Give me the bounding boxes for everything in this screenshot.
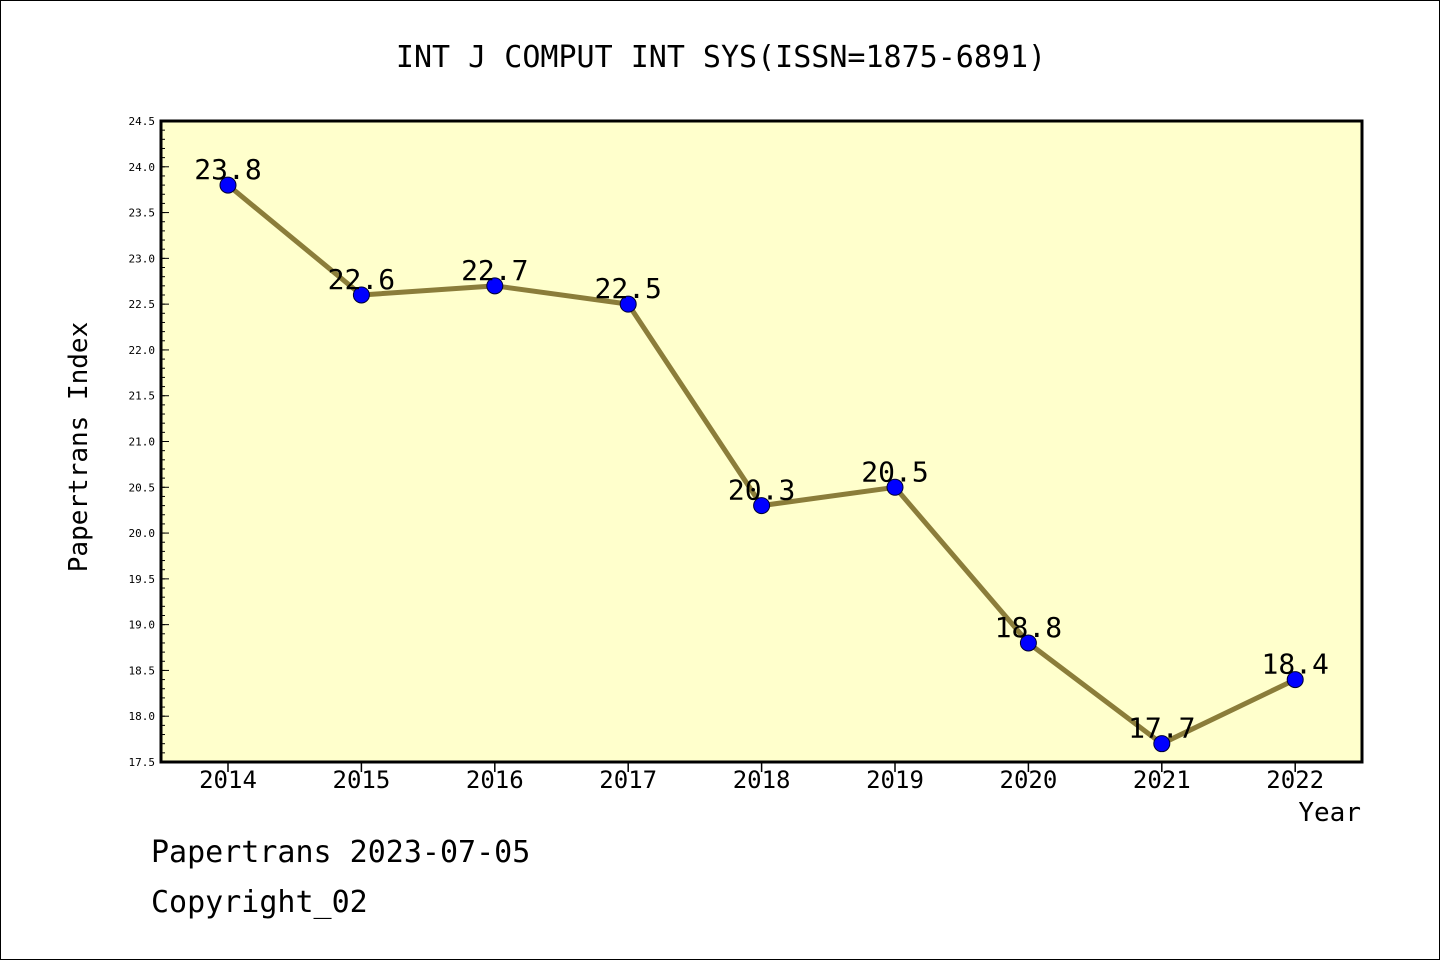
y-tick-label: 20.5 [129, 481, 156, 494]
x-tick-label: 2022 [1266, 766, 1324, 794]
data-label: 23.8 [194, 153, 261, 186]
chart-title: INT J COMPUT INT SYS(ISSN=1875-6891) [396, 40, 1046, 75]
x-tick-label: 2014 [199, 766, 257, 794]
y-tick-label: 19.5 [129, 573, 156, 586]
data-label: 22.5 [594, 272, 661, 305]
plot-area [159, 119, 1364, 764]
footer-copyright: Copyright_02 [151, 885, 368, 920]
y-tick-label: 19.0 [129, 619, 156, 632]
data-point [753, 497, 771, 515]
footer-date: Papertrans 2023-07-05 [151, 835, 531, 870]
y-tick-label: 17.5 [129, 756, 156, 769]
data-point [619, 295, 637, 313]
y-tick-label: 20.0 [129, 527, 156, 540]
data-label: 22.6 [328, 263, 395, 296]
data-label: 22.7 [461, 254, 528, 287]
x-axis-label: Year [1298, 798, 1361, 828]
x-tick-label: 2016 [466, 766, 524, 794]
y-tick-label: 21.0 [129, 436, 156, 449]
y-tick-label: 18.0 [129, 710, 156, 723]
y-tick-label: 22.0 [129, 344, 156, 357]
data-point [1019, 634, 1037, 652]
x-tick-label: 2018 [733, 766, 791, 794]
data-point [352, 286, 370, 304]
y-tick-label: 24.0 [129, 161, 156, 174]
y-axis-label: Papertrans Index [64, 322, 94, 572]
markers-group [219, 176, 1304, 753]
y-tick-label: 23.5 [129, 207, 156, 220]
y-tick-label: 22.5 [129, 298, 156, 311]
data-label: 18.8 [995, 611, 1062, 644]
x-tick-label: 2015 [333, 766, 391, 794]
y-axis: 17.5 18.0 18.5 19.0 19.5 20.0 20.5 21.0 21.5 22.0… [129, 115, 169, 769]
data-label: 17.7 [1128, 712, 1195, 745]
data-point [1286, 671, 1304, 689]
x-tick-label: 2021 [1133, 766, 1191, 794]
y-tick-label: 21.5 [129, 390, 156, 403]
data-point [486, 277, 504, 295]
data-label: 20.5 [861, 455, 928, 488]
y-tick-label: 23.0 [129, 252, 156, 265]
x-tick-label: 2020 [1000, 766, 1058, 794]
x-axis: 2014 2015 2016 2017 2018 2019 2020 2021 2022 [199, 762, 1324, 794]
x-tick-label: 2019 [866, 766, 924, 794]
data-point [219, 176, 237, 194]
data-point [886, 478, 904, 496]
y-tick-label: 24.5 [129, 115, 156, 128]
data-label: 18.4 [1261, 648, 1328, 681]
y-tick-label: 18.5 [129, 664, 156, 677]
data-label: 20.3 [728, 474, 795, 507]
data-labels-group: 23.8 22.6 22.7 22.5 20.3 20.5 18.8 17.7 18.4 [194, 153, 1329, 745]
data-point [1153, 735, 1171, 753]
x-tick-label: 2017 [599, 766, 657, 794]
